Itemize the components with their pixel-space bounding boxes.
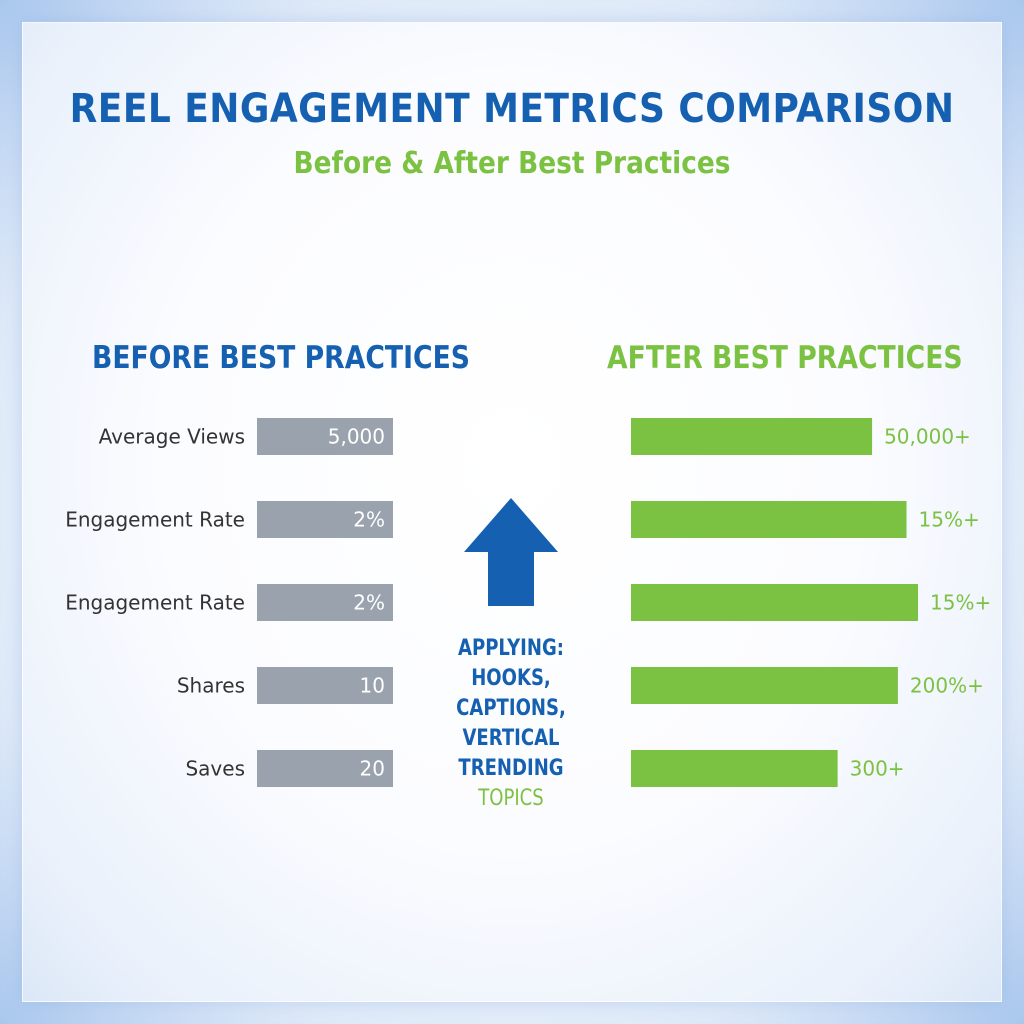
applying-line-3: CAPTIONS, (456, 696, 566, 721)
before-value-2: 2% (353, 591, 385, 615)
after-bar-3 (631, 667, 898, 704)
applying-line-2: HOOKS, (471, 666, 551, 691)
applying-note: APPLYING: HOOKS, CAPTIONS, VERTICAL TREN… (450, 634, 573, 814)
category-label-2: Engagement Rate (65, 591, 245, 615)
after-bar-2 (631, 584, 918, 621)
before-value-4: 20 (360, 757, 385, 781)
category-label-4: Saves (185, 757, 245, 781)
after-bar-4 (631, 750, 838, 787)
before-bar-1 (257, 501, 393, 538)
after-value-0: 50,000+ (884, 425, 971, 449)
applying-line-6: TOPICS (478, 786, 544, 811)
applying-line-5: TRENDING (458, 756, 564, 781)
before-bar-3 (257, 667, 393, 704)
after-value-1: 15%+ (919, 508, 980, 532)
category-label-3: Shares (177, 674, 245, 698)
before-value-1: 2% (353, 508, 385, 532)
before-bar-2 (257, 584, 393, 621)
after-value-2: 15%+ (930, 591, 991, 615)
applying-line-1: APPLYING: (458, 636, 564, 661)
category-label-0: Average Views (99, 425, 245, 449)
chart-title: REEL ENGAGEMENT METRICS COMPARISON (69, 86, 955, 132)
before-value-0: 5,000 (328, 425, 385, 449)
before-heading: BEFORE BEST PRACTICES (92, 340, 470, 376)
up-arrow-icon (464, 498, 558, 606)
after-bar-1 (631, 501, 907, 538)
before-value-3: 10 (360, 674, 385, 698)
after-value-3: 200%+ (910, 674, 984, 698)
category-label-1: Engagement Rate (65, 508, 245, 532)
chart-subtitle: Before & After Best Practices (293, 146, 731, 181)
after-bar-0 (631, 418, 873, 455)
before-bar-4 (257, 750, 393, 787)
applying-line-4: VERTICAL (462, 726, 560, 751)
after-value-4: 300+ (850, 757, 905, 781)
after-heading: AFTER BEST PRACTICES (607, 340, 963, 376)
before-bar-0 (257, 418, 393, 455)
